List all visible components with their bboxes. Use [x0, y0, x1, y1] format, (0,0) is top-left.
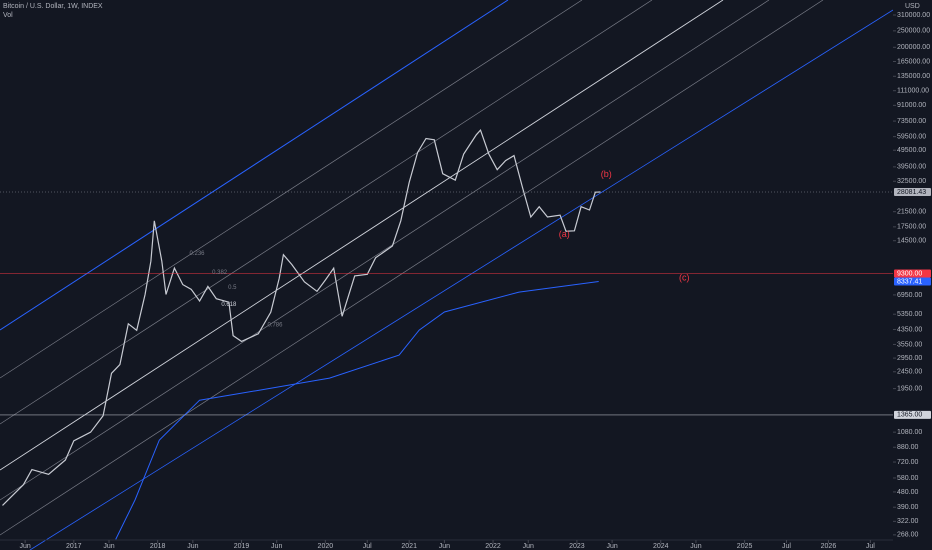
price-label-box — [894, 277, 931, 286]
y-tick-label: 165000.00 — [897, 58, 930, 65]
indicator-label: Vol — [3, 12, 13, 19]
x-tick-label: Jul — [782, 543, 791, 550]
wave-annotation: (b) — [601, 169, 612, 179]
y-tick-label: 3550.00 — [897, 341, 922, 348]
x-tick-label: Jun — [690, 543, 701, 550]
fib-label: 0.382 — [212, 270, 228, 276]
price-label-box — [894, 269, 931, 278]
y-tick-label: 1950.00 — [897, 385, 922, 392]
price-label: 28081.43 — [897, 189, 926, 196]
x-tick-label: Jun — [20, 543, 31, 550]
x-tick-label: 2018 — [150, 543, 166, 550]
y-tick-label: 390.00 — [897, 504, 919, 511]
x-tick-label: 2023 — [569, 543, 585, 550]
price-label-box — [894, 188, 931, 197]
channel-line — [0, 0, 509, 331]
y-tick-label: 268.00 — [897, 532, 919, 539]
y-tick-label: 49500.00 — [897, 147, 926, 154]
moving-average-line — [115, 281, 599, 540]
price-line — [2, 128, 601, 506]
x-tick-label: 2020 — [318, 543, 334, 550]
fib-label: 0.5 — [228, 285, 237, 291]
x-tick-label: 2026 — [821, 543, 837, 550]
x-tick-label: Jun — [271, 543, 282, 550]
currency-label: USD — [905, 3, 920, 10]
x-tick-label: Jun — [439, 543, 450, 550]
y-tick-label: 73500.00 — [897, 118, 926, 125]
x-tick-label: 2019 — [234, 543, 250, 550]
wave-annotation: (c) — [679, 273, 690, 283]
channel-line — [0, 0, 770, 501]
x-tick-label: Jun — [606, 543, 617, 550]
y-tick-label: 135000.00 — [897, 73, 930, 80]
y-tick-label: 6950.00 — [897, 292, 922, 299]
channel-line — [29, 9, 894, 550]
y-tick-label: 5350.00 — [897, 311, 922, 318]
price-label: 8337.41 — [897, 278, 922, 285]
price-label: 9300.00 — [897, 270, 922, 277]
x-tick-label: 2017 — [66, 543, 82, 550]
price-label: 1365.00 — [897, 412, 922, 419]
y-tick-label: 880.00 — [897, 444, 919, 451]
fib-label: 0.618 — [221, 302, 237, 308]
x-tick-label: 2021 — [401, 543, 417, 550]
y-tick-label: 14500.00 — [897, 238, 926, 245]
y-tick-label: 91000.00 — [897, 102, 926, 109]
channel-line — [0, 0, 724, 471]
y-tick-label: 111000.00 — [897, 88, 929, 95]
x-tick-label: Jun — [187, 543, 198, 550]
fib-label: 0.786 — [267, 323, 283, 329]
channel-line — [0, 0, 583, 379]
y-tick-label: 32500.00 — [897, 178, 926, 185]
y-tick-label: 480.00 — [897, 489, 919, 496]
x-tick-label: Jul — [363, 543, 372, 550]
symbol-title: Bitcoin / U.S. Dollar, 1W, INDEX — [3, 3, 103, 10]
y-tick-label: 200000.00 — [897, 44, 930, 51]
channel — [0, 0, 894, 550]
fib-label: 0.236 — [190, 251, 206, 257]
y-tick-label: 59500.00 — [897, 134, 926, 141]
price-label-box — [894, 410, 931, 419]
y-tick-label: 322.00 — [897, 518, 919, 525]
y-tick-label: 720.00 — [897, 459, 919, 466]
y-tick-label: 2950.00 — [897, 355, 922, 362]
y-tick-label: 39500.00 — [897, 164, 926, 171]
y-tick-label: 21500.00 — [897, 209, 926, 216]
x-tick-label: Jul — [866, 543, 875, 550]
wave-annotation: (a) — [559, 229, 570, 239]
y-tick-label: 580.00 — [897, 475, 919, 482]
channel-line — [0, 0, 824, 536]
y-tick-label: 4350.00 — [897, 326, 922, 333]
x-tick-label: Jun — [103, 543, 114, 550]
x-tick-label: 2025 — [737, 543, 753, 550]
x-tick-label: Jun — [523, 543, 534, 550]
channel-line — [0, 0, 653, 425]
y-tick-label: 2450.00 — [897, 369, 922, 376]
x-tick-label: 2022 — [485, 543, 501, 550]
x-tick-label: 2024 — [653, 543, 669, 550]
y-tick-label: 310000.00 — [897, 12, 930, 19]
y-tick-label: 17500.00 — [897, 224, 926, 231]
y-tick-label: 250000.00 — [897, 28, 930, 35]
y-tick-label: 1080.00 — [897, 429, 922, 436]
